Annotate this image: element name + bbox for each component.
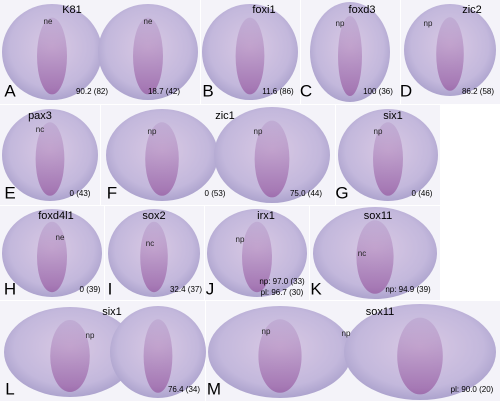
panel-letter: A xyxy=(4,81,16,100)
panel: sox11 Mnp np pl: 90.0 (20) xyxy=(206,301,500,401)
stat-label: 100 (36) xyxy=(363,87,393,96)
panel: K81 Ane ne 90.2 (82) 18.7 (42) xyxy=(0,0,200,104)
panel-title: pax3 xyxy=(28,110,52,122)
region-label: np xyxy=(262,327,271,336)
stain xyxy=(338,16,362,96)
panel: sox11 Knc np: 94.9 (39) xyxy=(310,206,440,300)
stain xyxy=(133,17,163,95)
stat-label: pl: 96.7 (30) xyxy=(261,288,304,297)
stat-label: pl: 90.0 (20) xyxy=(451,385,494,394)
panel: zic2 Dnp 86.2 (58) xyxy=(400,0,500,104)
stain xyxy=(143,319,173,393)
stat-label: 18.7 (42) xyxy=(148,87,180,96)
panel-letter: H xyxy=(4,279,16,298)
region-label: ne xyxy=(44,17,53,26)
panel-title: zic1 xyxy=(215,110,235,122)
stain xyxy=(140,221,168,293)
stain xyxy=(258,319,302,393)
panel-title: foxd4l1 xyxy=(38,210,73,222)
stain xyxy=(50,320,90,392)
stat-label: 0 (43) xyxy=(70,189,91,198)
region-label: np xyxy=(374,127,383,136)
panel-title: sox11 xyxy=(366,306,395,318)
panel-letter: K xyxy=(310,279,322,298)
stat-label: 0 (53) xyxy=(205,189,226,198)
stat-label: 86.2 (58) xyxy=(462,87,494,96)
stain xyxy=(37,221,67,293)
stat-label: np: 97.0 (33) xyxy=(259,277,305,286)
panel-title: sox2 xyxy=(142,210,165,222)
panel-title: six1 xyxy=(102,306,122,318)
region-label: nc xyxy=(36,125,44,134)
region-label: np xyxy=(148,127,157,136)
stain xyxy=(242,221,272,293)
panel-letter: I xyxy=(108,279,113,298)
panel-letter: D xyxy=(400,81,412,100)
panel-letter: L xyxy=(5,379,14,398)
panel: pax3 Enc 0 (43) xyxy=(0,105,100,205)
panel: sox2 Inc 32.4 (37) xyxy=(105,206,204,300)
panel-letter: C xyxy=(300,81,312,100)
stain xyxy=(235,17,265,95)
panel: foxi1 B 11.6 (86) xyxy=(201,0,300,104)
region-label: ne xyxy=(144,17,153,26)
region-label: np xyxy=(336,19,345,28)
stain xyxy=(356,220,394,294)
panel: zic1 Fnp np 0 (53) 75.0 (44) xyxy=(101,105,335,205)
panel-letter: F xyxy=(107,183,117,202)
panel-title: K81 xyxy=(62,4,82,16)
stat-label: 75.0 (44) xyxy=(290,189,322,198)
panel-title: foxi1 xyxy=(252,4,275,16)
panel: irx1 Jnp np: 97.0 (33) pl: 96.7 (30) xyxy=(205,206,309,300)
panel-letter: J xyxy=(206,279,215,298)
stain xyxy=(35,122,65,196)
stain xyxy=(254,120,290,198)
region-label: np xyxy=(342,329,351,338)
panel-title: sox11 xyxy=(364,210,393,222)
panel-letter: B xyxy=(202,81,213,100)
region-label: np xyxy=(254,127,263,136)
panel: six1 Lnp 76.4 (34) xyxy=(0,301,206,401)
panel-title: zic2 xyxy=(462,4,482,16)
panel: six1 Gnp 0 (46) xyxy=(335,105,440,205)
region-label: np xyxy=(86,331,95,340)
panel-letter: G xyxy=(335,183,348,202)
region-label: np xyxy=(424,19,433,28)
panel: foxd3 Cnp 100 (36) xyxy=(300,0,400,104)
stat-label: 32.4 (37) xyxy=(170,285,202,294)
stat-label: 0 (39) xyxy=(80,285,101,294)
stat-label: 90.2 (82) xyxy=(76,87,108,96)
stain xyxy=(436,17,464,91)
panel-title: foxd3 xyxy=(349,4,376,16)
panel-title: irx1 xyxy=(257,210,275,222)
panel-title: six1 xyxy=(383,110,403,122)
stat-label: np: 94.9 (39) xyxy=(385,285,431,294)
panel-letter: M xyxy=(207,379,221,398)
stain xyxy=(373,122,403,196)
region-label: np xyxy=(236,235,245,244)
stat-label: 76.4 (34) xyxy=(168,385,200,394)
region-label: nc xyxy=(358,249,366,258)
panel-letter: E xyxy=(4,183,15,202)
stain xyxy=(397,317,443,395)
stain xyxy=(145,122,179,196)
region-label: ne xyxy=(56,233,65,242)
stat-label: 0 (46) xyxy=(412,189,433,198)
panel: foxd4l1 Hne 0 (39) xyxy=(0,206,104,300)
stat-label: 11.6 (86) xyxy=(262,87,294,96)
region-label: nc xyxy=(146,239,154,248)
stain xyxy=(37,17,67,95)
